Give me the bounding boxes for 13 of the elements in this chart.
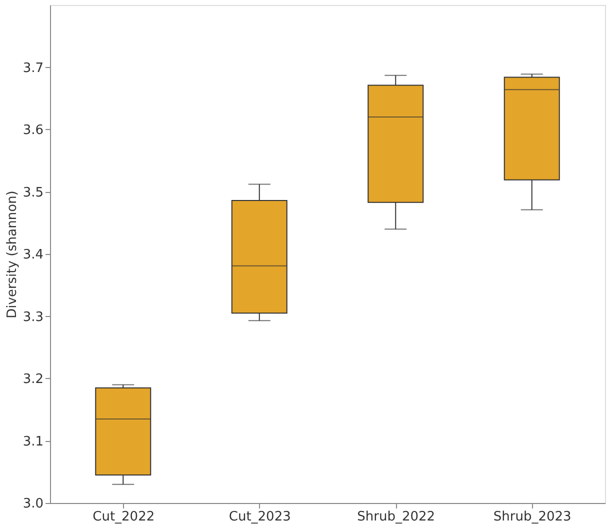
y-tick-label: 3.3 [22, 310, 44, 325]
x-tick-label: Cut_2023 [228, 510, 291, 524]
y-axis-title: Diversity (shannon) [4, 190, 20, 318]
x-tick-label: Cut_2022 [92, 510, 155, 524]
y-tick-label: 3.6 [22, 123, 44, 138]
y-tick-label: 3.2 [22, 372, 44, 387]
x-tick-label: Shrub_2022 [357, 510, 436, 524]
x-tick-label: Shrub_2023 [493, 510, 572, 524]
y-tick-label: 3.0 [22, 496, 44, 512]
y-tick-label: 3.4 [22, 248, 44, 262]
y-tick-label: 3.1 [22, 434, 44, 450]
y-tick-label: 3.5 [22, 185, 44, 200]
y-tick-label: 3.7 [22, 60, 44, 76]
